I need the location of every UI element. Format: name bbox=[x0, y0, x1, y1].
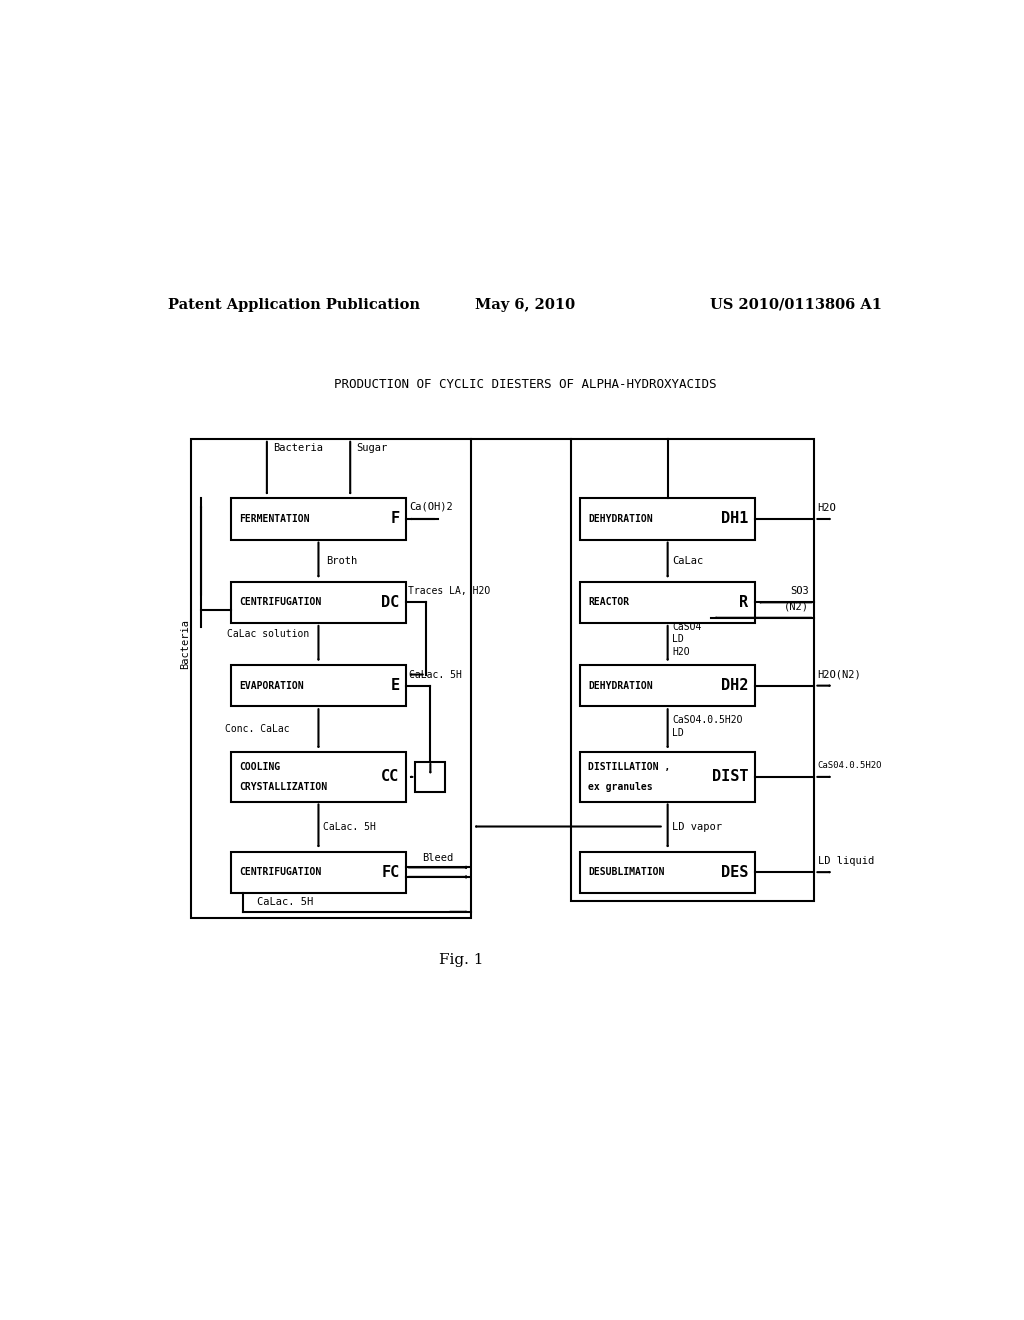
Text: DES: DES bbox=[721, 865, 749, 879]
Text: CENTRIFUGATION: CENTRIFUGATION bbox=[240, 598, 322, 607]
Text: H2O: H2O bbox=[673, 647, 690, 657]
Text: DH1: DH1 bbox=[721, 511, 749, 527]
Text: May 6, 2010: May 6, 2010 bbox=[475, 298, 574, 312]
Bar bbox=[581, 499, 755, 540]
Bar bbox=[581, 752, 755, 801]
Text: LD liquid: LD liquid bbox=[817, 857, 873, 866]
Text: CENTRIFUGATION: CENTRIFUGATION bbox=[240, 867, 322, 878]
Bar bbox=[581, 851, 755, 892]
Bar bbox=[581, 582, 755, 623]
Text: DESUBLIMATION: DESUBLIMATION bbox=[588, 867, 665, 878]
Bar bbox=[570, 438, 814, 900]
Text: CRYSTALLIZATION: CRYSTALLIZATION bbox=[240, 783, 328, 792]
Text: CaLac. 5H: CaLac. 5H bbox=[409, 669, 462, 680]
Text: REACTOR: REACTOR bbox=[588, 598, 630, 607]
Text: EVAPORATION: EVAPORATION bbox=[240, 681, 304, 690]
Text: Ca(OH)2: Ca(OH)2 bbox=[409, 502, 453, 511]
Text: DH2: DH2 bbox=[721, 678, 749, 693]
Text: LD vapor: LD vapor bbox=[673, 821, 722, 832]
Text: FERMENTATION: FERMENTATION bbox=[240, 513, 309, 524]
Text: PRODUCTION OF CYCLIC DIESTERS OF ALPHA-HYDROXYACIDS: PRODUCTION OF CYCLIC DIESTERS OF ALPHA-H… bbox=[334, 379, 716, 391]
Bar bbox=[231, 582, 406, 623]
Bar bbox=[581, 665, 755, 706]
Text: H2O(N2): H2O(N2) bbox=[817, 669, 861, 680]
Text: US 2010/0113806 A1: US 2010/0113806 A1 bbox=[710, 298, 882, 312]
Text: Sugar: Sugar bbox=[356, 444, 388, 453]
Bar bbox=[191, 438, 471, 919]
Text: (N2): (N2) bbox=[784, 602, 809, 611]
Text: H2O: H2O bbox=[817, 503, 837, 513]
Text: COOLING: COOLING bbox=[240, 762, 281, 772]
Bar bbox=[231, 752, 406, 801]
Text: ex granules: ex granules bbox=[588, 783, 653, 792]
Text: DIST: DIST bbox=[712, 770, 749, 784]
Text: Patent Application Publication: Patent Application Publication bbox=[168, 298, 420, 312]
Text: Bleed: Bleed bbox=[422, 853, 453, 863]
Text: DEHYDRATION: DEHYDRATION bbox=[588, 513, 653, 524]
Text: DEHYDRATION: DEHYDRATION bbox=[588, 681, 653, 690]
Text: CaS04.0.5H2O: CaS04.0.5H2O bbox=[817, 762, 882, 771]
Text: CC: CC bbox=[381, 770, 399, 784]
Text: R: R bbox=[739, 595, 749, 610]
Bar bbox=[231, 665, 406, 706]
Text: Traces LA, H2O: Traces LA, H2O bbox=[409, 586, 490, 597]
Text: CaLac: CaLac bbox=[673, 556, 703, 566]
Text: DISTILLATION ,: DISTILLATION , bbox=[588, 762, 671, 772]
Text: Bacteria: Bacteria bbox=[273, 444, 324, 453]
Text: Conc. CaLac: Conc. CaLac bbox=[225, 725, 290, 734]
Text: CaSO4.0.5H2O: CaSO4.0.5H2O bbox=[673, 714, 742, 725]
Text: CaSO4: CaSO4 bbox=[673, 622, 701, 631]
Text: Broth: Broth bbox=[327, 556, 357, 566]
Text: SO3: SO3 bbox=[791, 586, 809, 597]
Text: DC: DC bbox=[381, 595, 399, 610]
Text: E: E bbox=[390, 678, 399, 693]
Bar bbox=[416, 762, 445, 792]
Text: Fig. 1: Fig. 1 bbox=[439, 953, 483, 968]
Text: FC: FC bbox=[381, 865, 399, 879]
Text: CaLac. 5H: CaLac. 5H bbox=[257, 898, 312, 907]
Bar bbox=[231, 499, 406, 540]
Text: CaLac. 5H: CaLac. 5H bbox=[324, 821, 376, 832]
Text: LD: LD bbox=[673, 634, 684, 644]
Text: F: F bbox=[390, 511, 399, 527]
Text: LD: LD bbox=[673, 729, 684, 738]
Text: CaLac solution: CaLac solution bbox=[227, 630, 309, 639]
Bar bbox=[231, 851, 406, 892]
Text: Bacteria: Bacteria bbox=[180, 619, 190, 669]
